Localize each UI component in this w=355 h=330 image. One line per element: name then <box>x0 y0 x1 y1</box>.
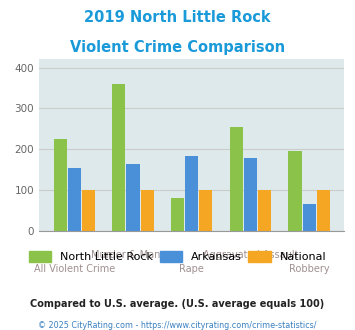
Bar <box>258 190 271 231</box>
Legend: North Little Rock, Arkansas, National: North Little Rock, Arkansas, National <box>24 247 331 267</box>
Text: Compared to U.S. average. (U.S. average equals 100): Compared to U.S. average. (U.S. average … <box>31 299 324 309</box>
Bar <box>112 84 125 231</box>
Text: Murder & Mans...: Murder & Mans... <box>91 250 175 260</box>
Bar <box>244 158 257 231</box>
Bar <box>302 205 316 231</box>
Bar <box>126 164 140 231</box>
Bar <box>289 150 302 231</box>
Text: Robbery: Robbery <box>289 264 329 274</box>
Text: All Violent Crime: All Violent Crime <box>34 264 115 274</box>
Bar <box>185 156 198 231</box>
Text: Aggravated Assault: Aggravated Assault <box>203 250 298 260</box>
Bar <box>141 190 154 231</box>
Bar <box>171 198 184 231</box>
Bar <box>317 190 330 231</box>
Bar <box>199 190 212 231</box>
Text: Rape: Rape <box>179 264 204 274</box>
Text: Violent Crime Comparison: Violent Crime Comparison <box>70 40 285 54</box>
Bar <box>230 127 243 231</box>
Bar <box>68 169 81 231</box>
Bar <box>54 139 67 231</box>
Bar <box>82 190 95 231</box>
Text: 2019 North Little Rock: 2019 North Little Rock <box>84 10 271 25</box>
Text: © 2025 CityRating.com - https://www.cityrating.com/crime-statistics/: © 2025 CityRating.com - https://www.city… <box>38 321 317 330</box>
